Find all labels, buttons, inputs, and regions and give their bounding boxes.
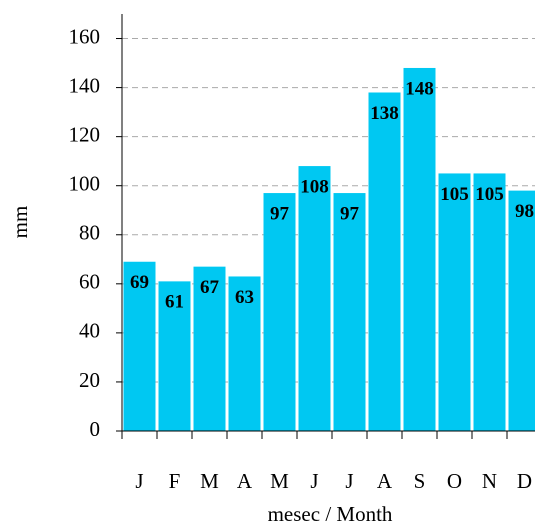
- x-tick-label: M: [200, 469, 219, 493]
- x-tick-label: A: [377, 469, 393, 493]
- x-tick-label: J: [345, 469, 353, 493]
- value-label: 148: [405, 78, 434, 99]
- y-axis-label: mm: [8, 206, 32, 239]
- y-tick-label: 100: [69, 172, 101, 196]
- x-tick-label: M: [270, 469, 289, 493]
- value-label: 138: [370, 103, 399, 124]
- x-tick-label: S: [414, 469, 426, 493]
- x-axis-label: mesec / Month: [268, 502, 393, 526]
- value-label: 97: [340, 203, 360, 224]
- value-label: 61: [165, 292, 184, 313]
- x-tick-label: F: [169, 469, 181, 493]
- bar: [298, 166, 331, 432]
- x-tick-label: A: [237, 469, 253, 493]
- y-tick-label: 160: [69, 24, 101, 48]
- x-tick-label: O: [447, 469, 462, 493]
- bar: [438, 173, 471, 432]
- bar: [368, 92, 401, 432]
- bar: [228, 276, 261, 431]
- y-tick-label: 0: [90, 417, 101, 441]
- value-label: 108: [300, 176, 329, 197]
- bar: [333, 193, 366, 431]
- x-tick-label: N: [482, 469, 497, 493]
- value-label: 105: [440, 184, 469, 205]
- bar: [123, 261, 156, 431]
- y-tick-label: 140: [69, 73, 101, 97]
- y-tick-label: 60: [79, 270, 100, 294]
- value-label: 97: [270, 203, 290, 224]
- x-tick-label: D: [517, 469, 532, 493]
- bar: [473, 173, 506, 432]
- x-tick-label: J: [310, 469, 318, 493]
- x-tick-label: J: [135, 469, 143, 493]
- y-tick-label: 40: [79, 319, 100, 343]
- bar: [263, 193, 296, 431]
- value-label: 67: [200, 277, 220, 298]
- bar: [193, 266, 226, 431]
- value-label: 63: [235, 287, 254, 308]
- bar: [403, 67, 436, 431]
- y-tick-label: 120: [69, 122, 101, 146]
- bar: [158, 281, 191, 431]
- value-label: 98: [515, 201, 534, 222]
- value-label: 105: [475, 184, 504, 205]
- bar: [508, 190, 535, 431]
- y-tick-label: 80: [79, 221, 100, 245]
- y-tick-label: 20: [79, 368, 100, 392]
- value-label: 69: [130, 272, 149, 293]
